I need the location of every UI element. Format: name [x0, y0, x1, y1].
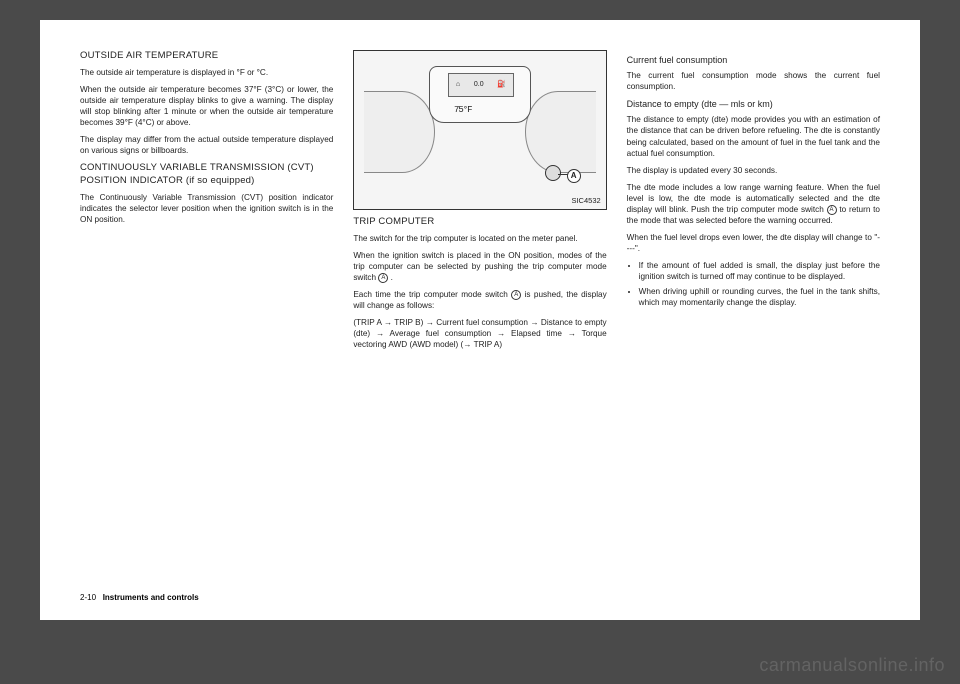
manual-page: OUTSIDE AIR TEMPERATURE The outside air …: [40, 20, 920, 620]
heading-outside-air-temp: OUTSIDE AIR TEMPERATURE: [80, 50, 333, 63]
watermark: carmanualsonline.info: [759, 655, 945, 676]
para: When the ignition switch is placed in th…: [353, 250, 606, 283]
para: The outside air temperature is displayed…: [80, 67, 333, 78]
text: .: [388, 273, 393, 282]
dash-wing-left: [364, 91, 435, 173]
heading-current-fuel: Current fuel consumption: [627, 54, 880, 66]
para: The display may differ from the actual o…: [80, 134, 333, 156]
switch-a-icon: A: [511, 290, 521, 300]
bullet-list: If the amount of fuel added is small, th…: [627, 260, 880, 308]
para: When the outside air temperature becomes…: [80, 84, 333, 128]
page-number: 2-10: [80, 593, 96, 602]
column-2: ⌂ 0.0 ⛽ 75°F A SIC4532 TRIP COMPUTER The…: [353, 50, 606, 600]
para: The switch for the trip computer is loca…: [353, 233, 606, 244]
odo-readout: 0.0: [474, 80, 484, 89]
para: The display is updated every 30 seconds.: [627, 165, 880, 176]
figure-code: SIC4532: [571, 196, 600, 206]
list-item: When driving uphill or rounding curves, …: [639, 286, 880, 308]
page-footer: 2-10 Instruments and controls: [80, 593, 199, 602]
para: The Continuously Variable Transmission (…: [80, 192, 333, 225]
list-item: If the amount of fuel added is small, th…: [639, 260, 880, 282]
fuel-icon: ⛽: [497, 80, 506, 89]
mode-knob-icon: [545, 165, 561, 181]
column-3: Current fuel consumption The current fue…: [627, 50, 880, 600]
dash-wing-right: [525, 91, 596, 173]
text: Each time the trip computer mode switch: [353, 290, 511, 299]
para: The current fuel consumption mode shows …: [627, 70, 880, 92]
lcd-screen: ⌂ 0.0 ⛽: [448, 73, 514, 97]
para: Each time the trip computer mode switch …: [353, 289, 606, 311]
dashboard-figure: ⌂ 0.0 ⛽ 75°F A SIC4532: [353, 50, 606, 210]
heading-cvt-indicator: CONTINUOUSLY VARIABLE TRANSMISSION (CVT)…: [80, 162, 333, 188]
switch-a-icon: A: [378, 273, 388, 283]
column-1: OUTSIDE AIR TEMPERATURE The outside air …: [80, 50, 333, 600]
instrument-cluster: ⌂ 0.0 ⛽ 75°F: [429, 66, 531, 123]
temp-readout: 75°F: [454, 104, 472, 116]
para: The distance to empty (dte) mode provide…: [627, 114, 880, 158]
section-title: Instruments and controls: [103, 593, 199, 602]
callout-marker-a: A: [567, 169, 581, 183]
para: When the fuel level drops even lower, th…: [627, 232, 880, 254]
dashboard-illustration: ⌂ 0.0 ⛽ 75°F A: [364, 61, 595, 191]
para: (TRIP A → TRIP B) → Current fuel consump…: [353, 317, 606, 350]
heading-trip-computer: TRIP COMPUTER: [353, 216, 606, 229]
heading-dte: Distance to empty (dte — mls or km): [627, 98, 880, 110]
switch-a-icon: A: [827, 205, 837, 215]
para: The dte mode includes a low range warnin…: [627, 182, 880, 226]
gauge-icon: ⌂: [456, 80, 460, 89]
